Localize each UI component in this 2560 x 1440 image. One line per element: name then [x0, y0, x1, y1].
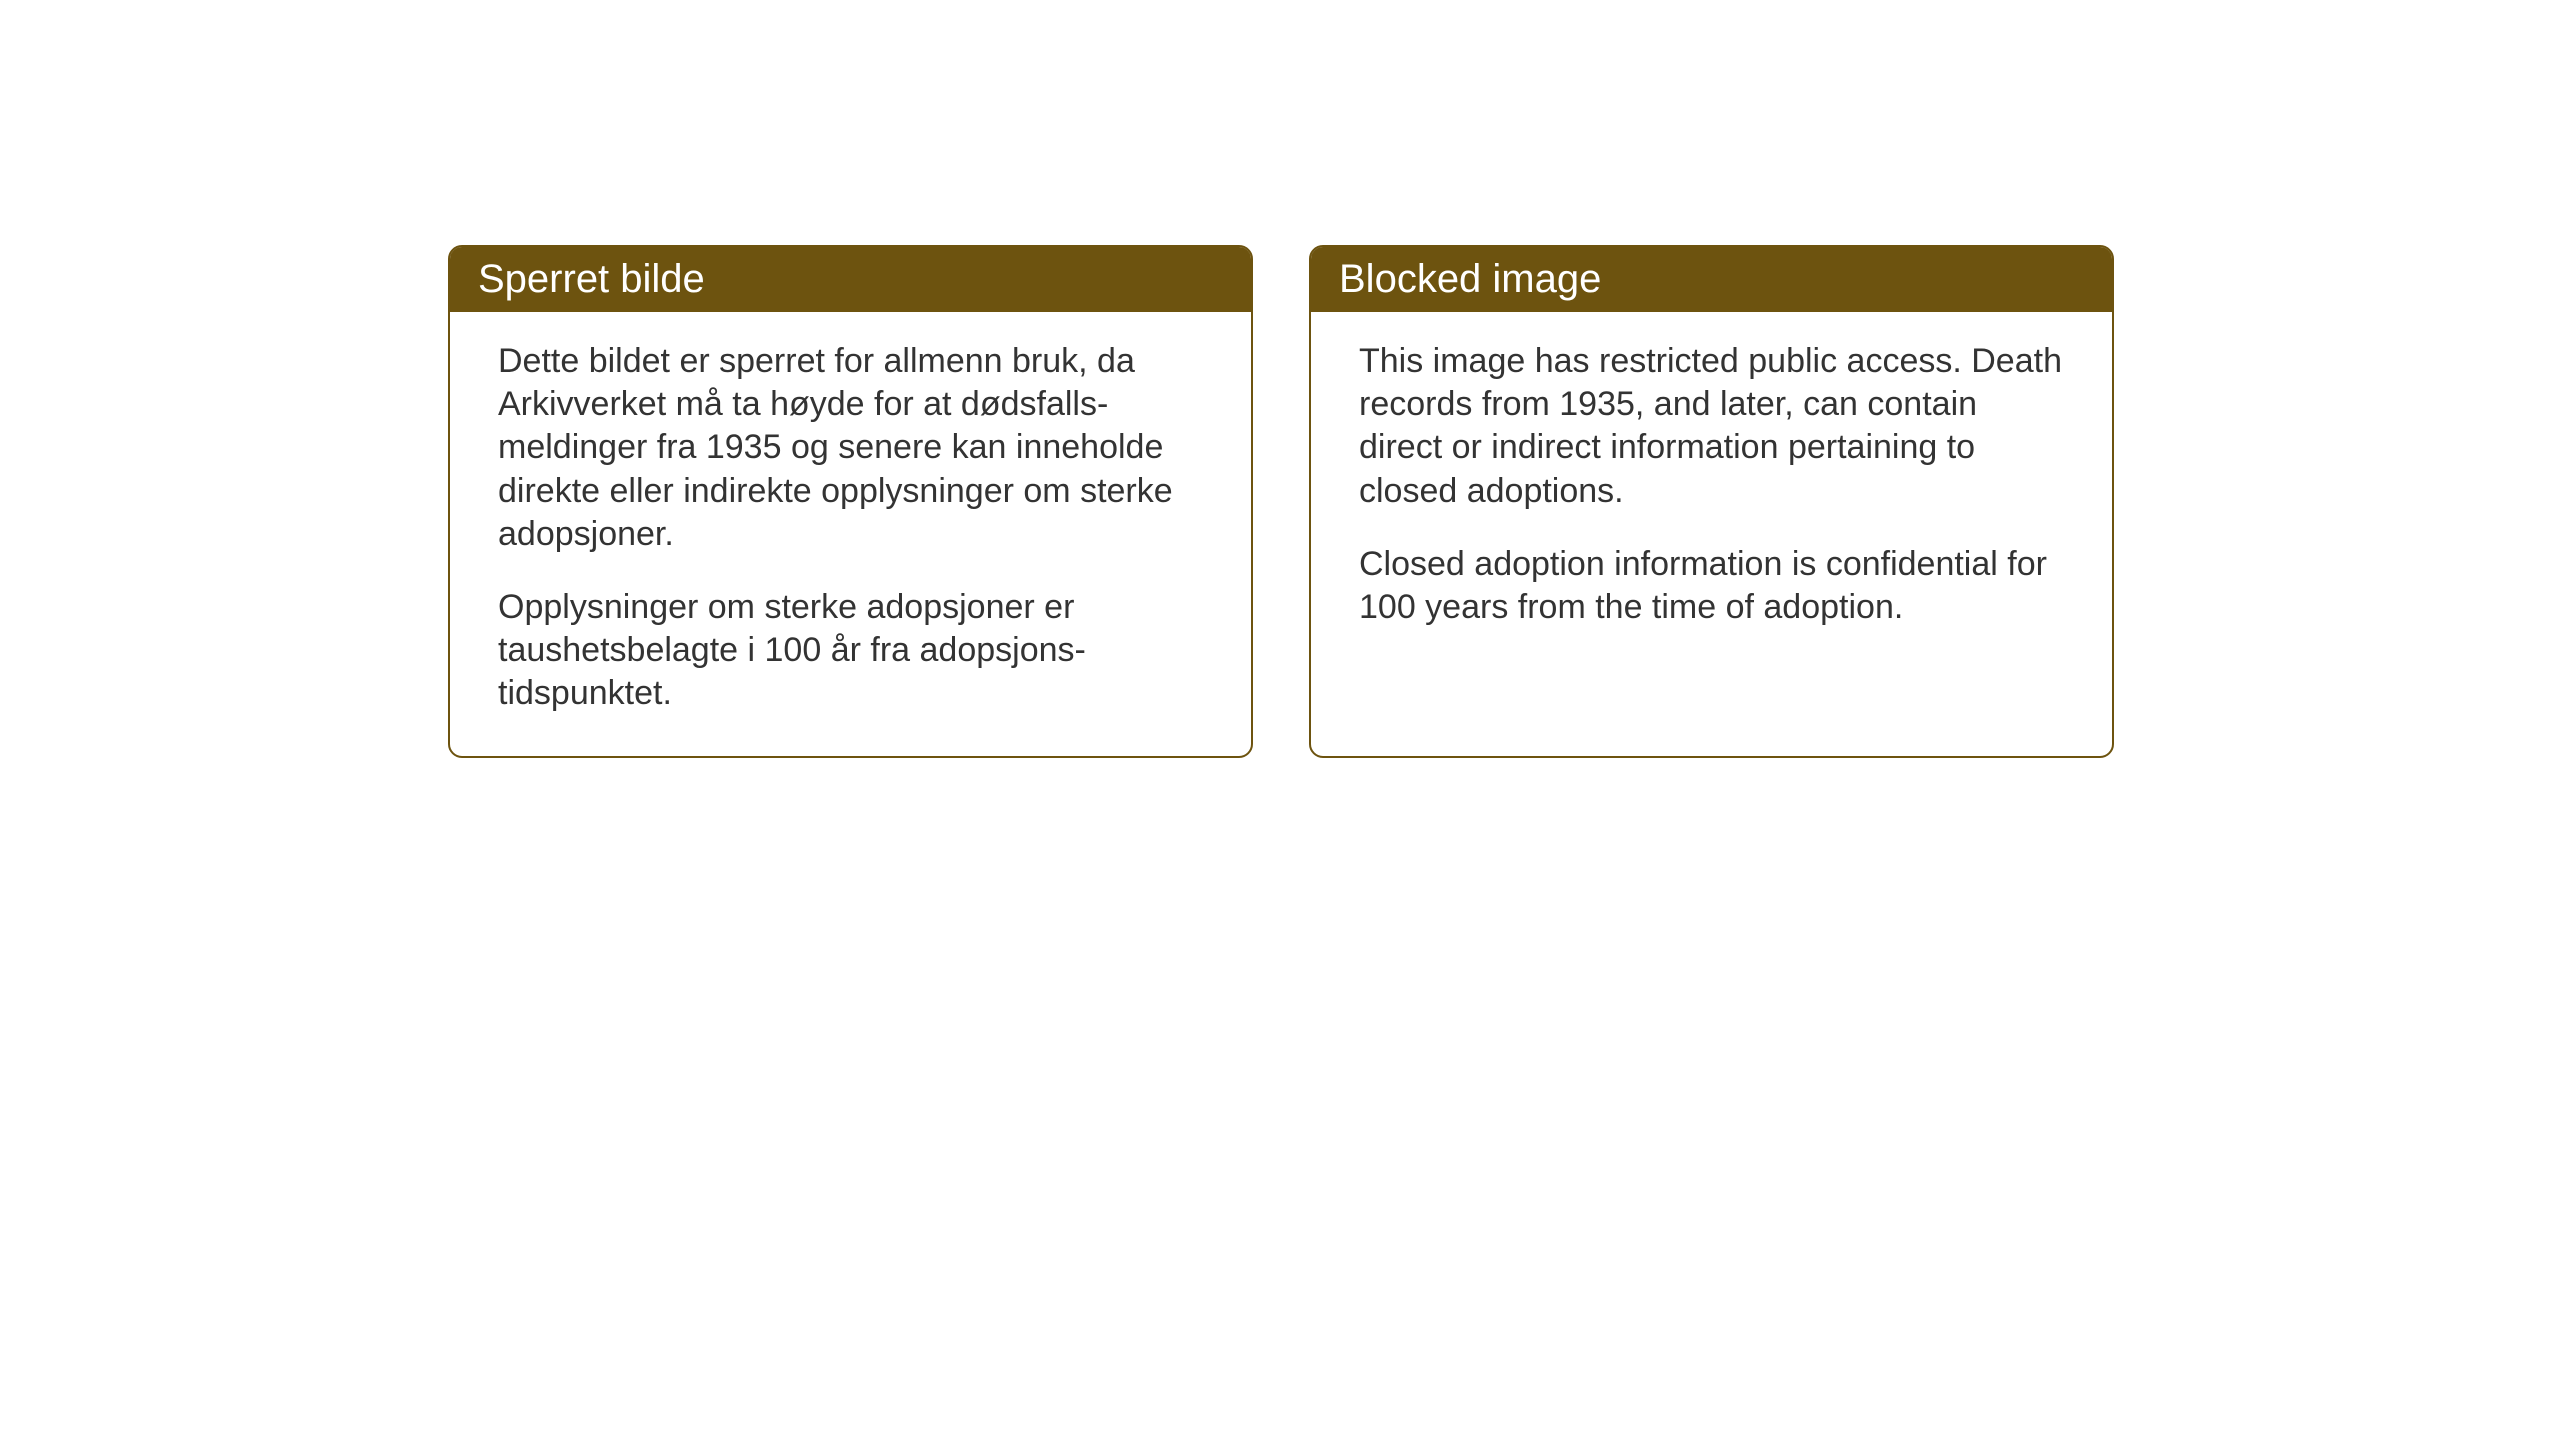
notice-card-english: Blocked image This image has restricted …	[1309, 245, 2114, 758]
notice-card-norwegian: Sperret bilde Dette bildet er sperret fo…	[448, 245, 1253, 758]
card-paragraph-1-english: This image has restricted public access.…	[1359, 340, 2064, 513]
card-body-norwegian: Dette bildet er sperret for allmenn bruk…	[450, 312, 1251, 751]
card-header-norwegian: Sperret bilde	[450, 247, 1251, 312]
card-paragraph-1-norwegian: Dette bildet er sperret for allmenn bruk…	[498, 340, 1203, 556]
card-paragraph-2-english: Closed adoption information is confident…	[1359, 543, 2064, 629]
card-header-english: Blocked image	[1311, 247, 2112, 312]
card-body-english: This image has restricted public access.…	[1311, 312, 2112, 665]
card-paragraph-2-norwegian: Opplysninger om sterke adopsjoner er tau…	[498, 586, 1203, 716]
notice-container: Sperret bilde Dette bildet er sperret fo…	[448, 245, 2114, 758]
card-title-norwegian: Sperret bilde	[478, 257, 705, 301]
card-title-english: Blocked image	[1339, 257, 1601, 301]
